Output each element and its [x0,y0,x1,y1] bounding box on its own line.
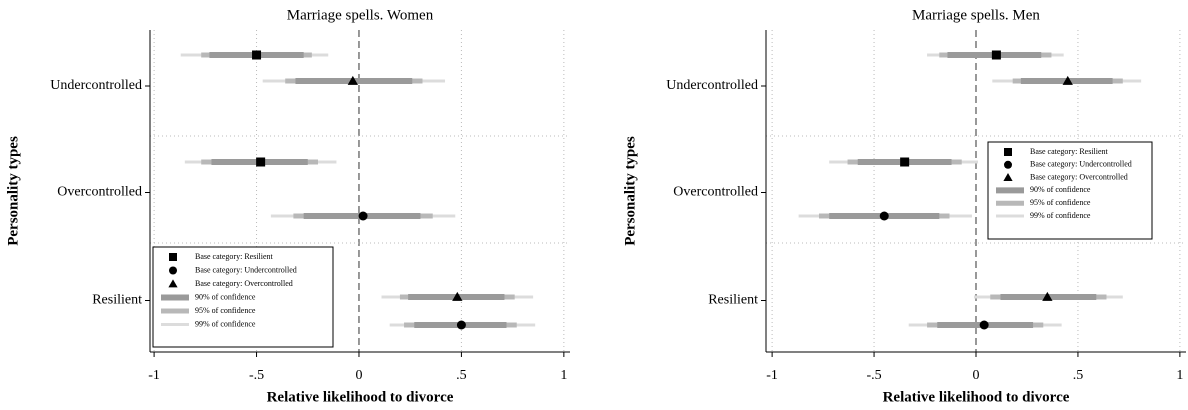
x-tick-label: 0 [973,368,980,383]
legend-label: Base category: Overcontrolled [1030,172,1128,181]
x-axis-label: Relative likelihood to divorce [267,389,454,405]
marker-square [252,50,262,60]
chart-title: Marriage spells. Women [287,7,434,23]
marker-circle [358,211,368,221]
category-label: Undercontrolled [50,78,142,93]
marker-triangle [1003,173,1013,181]
legend-label: 99% of confidence [1030,211,1091,220]
y-axis-label: Personality types [622,136,638,246]
marker-triangle [452,291,463,301]
legend-label: Base category: Undercontrolled [195,265,297,274]
x-tick-label: 0 [355,368,362,383]
chart-title: Marriage spells. Men [912,7,1040,23]
marker-circle [979,320,989,330]
x-tick-label: -.5 [249,368,264,383]
legend-label: 90% of confidence [195,292,256,301]
legend-label: Base category: Resilient [195,252,274,261]
marker-circle [879,211,889,221]
category-label: Resilient [92,293,142,308]
x-axis-label: Relative likelihood to divorce [883,389,1070,405]
category-label: Overcontrolled [57,185,142,200]
x-tick-label: -1 [148,368,160,383]
marker-triangle [168,279,178,288]
marker-triangle [347,75,359,85]
category-label: Overcontrolled [673,185,758,200]
legend-label: 95% of confidence [1030,198,1091,207]
legend-label: 95% of confidence [195,306,256,315]
marker-circle [456,320,466,330]
marker-triangle [1042,291,1053,301]
marker-square [169,253,177,261]
x-tick-label: .5 [1073,368,1084,383]
category-label: Undercontrolled [666,78,758,93]
legend-label: Base category: Undercontrolled [1030,160,1132,169]
legend-label: 99% of confidence [195,319,256,328]
category-label: Resilient [708,293,758,308]
marker-square [900,157,910,167]
marker-square [991,50,1001,60]
marker-circle [169,266,177,275]
marker-triangle [1062,75,1073,85]
marker-circle [1004,160,1012,169]
marker-square [256,157,266,167]
y-axis-label: Personality types [5,136,21,246]
marker-square [1004,148,1012,156]
legend-label: 90% of confidence [1030,185,1091,194]
x-tick-label: -.5 [866,368,881,383]
legend-label: Base category: Resilient [1030,147,1109,156]
x-tick-label: 1 [560,368,567,383]
legend-label: Base category: Overcontrolled [195,279,293,288]
x-tick-label: .5 [456,368,467,383]
x-tick-label: 1 [1176,368,1183,383]
x-tick-label: -1 [766,368,778,383]
